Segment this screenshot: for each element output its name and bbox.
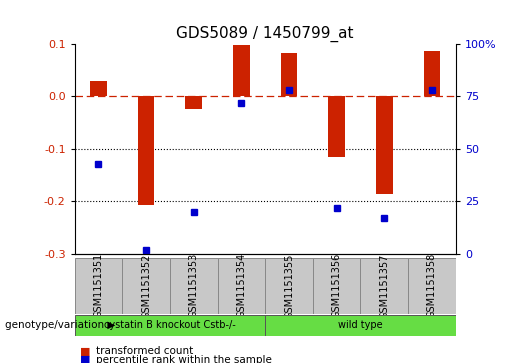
Bar xyxy=(424,52,440,96)
Bar xyxy=(360,258,408,314)
Bar xyxy=(138,96,154,205)
Text: GSM1151356: GSM1151356 xyxy=(332,253,341,318)
Bar xyxy=(233,45,250,96)
Bar xyxy=(217,258,265,314)
Text: GSM1151358: GSM1151358 xyxy=(427,253,437,318)
Title: GDS5089 / 1450799_at: GDS5089 / 1450799_at xyxy=(177,26,354,42)
Text: cystatin B knockout Cstb-/-: cystatin B knockout Cstb-/- xyxy=(104,320,236,330)
Text: GSM1151353: GSM1151353 xyxy=(189,253,199,318)
Bar xyxy=(75,315,265,336)
Bar xyxy=(313,258,360,314)
Text: ■: ■ xyxy=(80,355,90,363)
Text: wild type: wild type xyxy=(338,320,383,330)
Bar xyxy=(90,81,107,96)
Bar xyxy=(376,96,392,193)
Text: transformed count: transformed count xyxy=(96,346,194,356)
Text: ■: ■ xyxy=(80,346,90,356)
Text: GSM1151352: GSM1151352 xyxy=(141,253,151,319)
Text: GSM1151357: GSM1151357 xyxy=(380,253,389,319)
Bar xyxy=(281,53,297,96)
Bar xyxy=(329,96,345,157)
Bar xyxy=(265,315,456,336)
Text: genotype/variation ▶: genotype/variation ▶ xyxy=(5,320,115,330)
Bar xyxy=(170,258,217,314)
Text: GSM1151355: GSM1151355 xyxy=(284,253,294,319)
Bar xyxy=(265,258,313,314)
Bar xyxy=(185,96,202,109)
Text: GSM1151354: GSM1151354 xyxy=(236,253,246,318)
Text: percentile rank within the sample: percentile rank within the sample xyxy=(96,355,272,363)
Text: GSM1151351: GSM1151351 xyxy=(94,253,104,318)
Bar xyxy=(75,258,123,314)
Bar xyxy=(122,258,170,314)
Bar xyxy=(408,258,456,314)
